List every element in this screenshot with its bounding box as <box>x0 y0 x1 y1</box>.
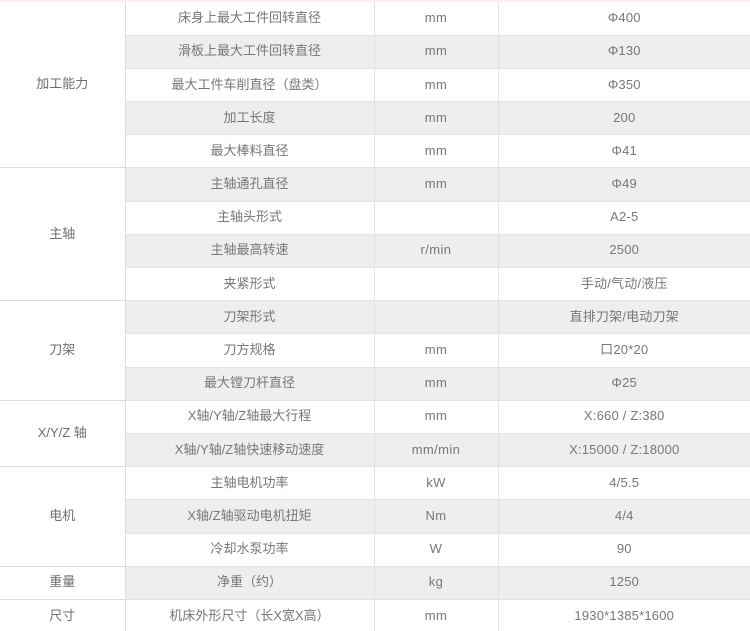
parameter-value-cell: 手动/气动/液压 <box>498 267 750 302</box>
parameter-name-cell: 滑板上最大工件回转直径 <box>125 35 375 69</box>
table-row: 刀架 刀架形式 直排刀架/电动刀架 <box>0 300 750 401</box>
unit-cell: r/min <box>374 234 499 269</box>
parameter-name-cell: 床身上最大工件回转直径 <box>125 2 375 36</box>
parameter-name-cell: 主轴通孔直径 <box>125 167 375 202</box>
unit-cell: mm/min <box>374 433 499 468</box>
parameter-value-cell: 口20*20 <box>498 333 750 368</box>
parameter-name-cell: 夹紧形式 <box>125 267 375 302</box>
parameter-name-cell: 最大镗刀杆直径 <box>125 367 375 401</box>
table-row: 尺寸 机床外形尺寸（长X宽X高） mm 1930*1385*1600 <box>0 599 750 631</box>
parameter-value-cell: Φ49 <box>498 167 750 202</box>
parameter-value-cell: 90 <box>498 533 750 567</box>
unit-cell: mm <box>374 2 499 36</box>
parameter-value-cell: 4/4 <box>498 499 750 534</box>
unit-cell: mm <box>374 333 499 368</box>
parameter-name-cell: 刀架形式 <box>125 300 375 335</box>
group-label-cell: X/Y/Z 轴 <box>0 400 126 468</box>
parameter-name-cell: 主轴电机功率 <box>125 466 375 501</box>
parameter-value-cell: Φ25 <box>498 367 750 401</box>
parameter-value-cell: X:660 / Z:380 <box>498 400 750 434</box>
unit-cell: W <box>374 533 499 567</box>
parameter-value-cell: 直排刀架/电动刀架 <box>498 300 750 335</box>
parameter-name-cell: X轴/Y轴/Z轴快速移动速度 <box>125 433 375 468</box>
group-label-cell: 重量 <box>0 566 126 600</box>
parameter-name-cell: 最大棒料直径 <box>125 134 375 169</box>
parameter-value-cell: Φ350 <box>498 68 750 103</box>
parameter-name-cell: 最大工件车削直径（盘类） <box>125 68 375 103</box>
unit-cell: mm <box>374 599 499 631</box>
unit-cell: mm <box>374 167 499 202</box>
parameter-value-cell: 200 <box>498 101 750 136</box>
table-row: 最大镗刀杆直径 mm Φ25 <box>0 367 750 401</box>
table-row: 重量 净重（约） kg 1250 <box>0 566 750 600</box>
table-row: 冷却水泵功率 W 90 <box>0 533 750 567</box>
table-row: 加工能力 床身上最大工件回转直径 mm Φ400 <box>0 2 750 169</box>
table-row: X轴/Z轴驱动电机扭矩 Nm 4/4 <box>0 499 750 534</box>
parameter-value-cell: X:15000 / Z:18000 <box>498 433 750 468</box>
unit-cell: mm <box>374 134 499 169</box>
parameter-name-cell: X轴/Y轴/Z轴最大行程 <box>125 400 375 434</box>
table-row: 滑板上最大工件回转直径 mm Φ130 <box>0 35 750 69</box>
table-row: 加工长度 mm 200 <box>0 101 750 136</box>
unit-cell: Nm <box>374 499 499 534</box>
table-row: 夹紧形式 手动/气动/液压 <box>0 267 750 302</box>
unit-cell: kW <box>374 466 499 501</box>
parameter-name-cell: 加工长度 <box>125 101 375 136</box>
parameter-value-cell: Φ41 <box>498 134 750 169</box>
group-label-cell: 尺寸 <box>0 599 126 631</box>
parameter-value-cell: 1930*1385*1600 <box>498 599 750 631</box>
parameter-name-cell: X轴/Z轴驱动电机扭矩 <box>125 499 375 534</box>
parameter-name-cell: 机床外形尺寸（长X宽X高） <box>125 599 375 631</box>
unit-cell: mm <box>374 35 499 69</box>
parameter-name-cell: 主轴头形式 <box>125 201 375 235</box>
unit-cell: mm <box>374 367 499 401</box>
unit-cell <box>374 300 499 335</box>
parameter-name-cell: 冷却水泵功率 <box>125 533 375 567</box>
group-label-cell: 加工能力 <box>0 2 126 169</box>
table-row: X轴/Y轴/Z轴快速移动速度 mm/min X:15000 / Z:18000 <box>0 433 750 468</box>
parameter-name-cell: 净重（约） <box>125 566 375 600</box>
parameter-value-cell: Φ400 <box>498 2 750 36</box>
parameter-value-cell: A2-5 <box>498 201 750 235</box>
unit-cell: kg <box>374 566 499 600</box>
unit-cell: mm <box>374 400 499 434</box>
parameter-name-cell: 主轴最高转速 <box>125 234 375 269</box>
unit-cell <box>374 267 499 302</box>
table-row: 最大工件车削直径（盘类） mm Φ350 <box>0 68 750 103</box>
table-row: 最大棒料直径 mm Φ41 <box>0 134 750 169</box>
group-label-cell: 主轴 <box>0 167 126 302</box>
table-row: 主轴头形式 A2-5 <box>0 201 750 235</box>
table-row: 主轴 主轴通孔直径 mm Φ49 <box>0 167 750 302</box>
group-label-cell: 电机 <box>0 466 126 567</box>
unit-cell: mm <box>374 101 499 136</box>
table-row: 刀方规格 mm 口20*20 <box>0 333 750 368</box>
table-row: 电机 主轴电机功率 kW 4/5.5 <box>0 466 750 567</box>
unit-cell: mm <box>374 68 499 103</box>
parameter-value-cell: 4/5.5 <box>498 466 750 501</box>
parameter-name-cell: 刀方规格 <box>125 333 375 368</box>
parameter-value-cell: Φ130 <box>498 35 750 69</box>
parameter-value-cell: 2500 <box>498 234 750 269</box>
parameter-value-cell: 1250 <box>498 566 750 600</box>
unit-cell <box>374 201 499 235</box>
table-row: X/Y/Z 轴 X轴/Y轴/Z轴最大行程 mm X:660 / Z:380 <box>0 400 750 468</box>
table-row: 主轴最高转速 r/min 2500 <box>0 234 750 269</box>
group-label-cell: 刀架 <box>0 300 126 401</box>
